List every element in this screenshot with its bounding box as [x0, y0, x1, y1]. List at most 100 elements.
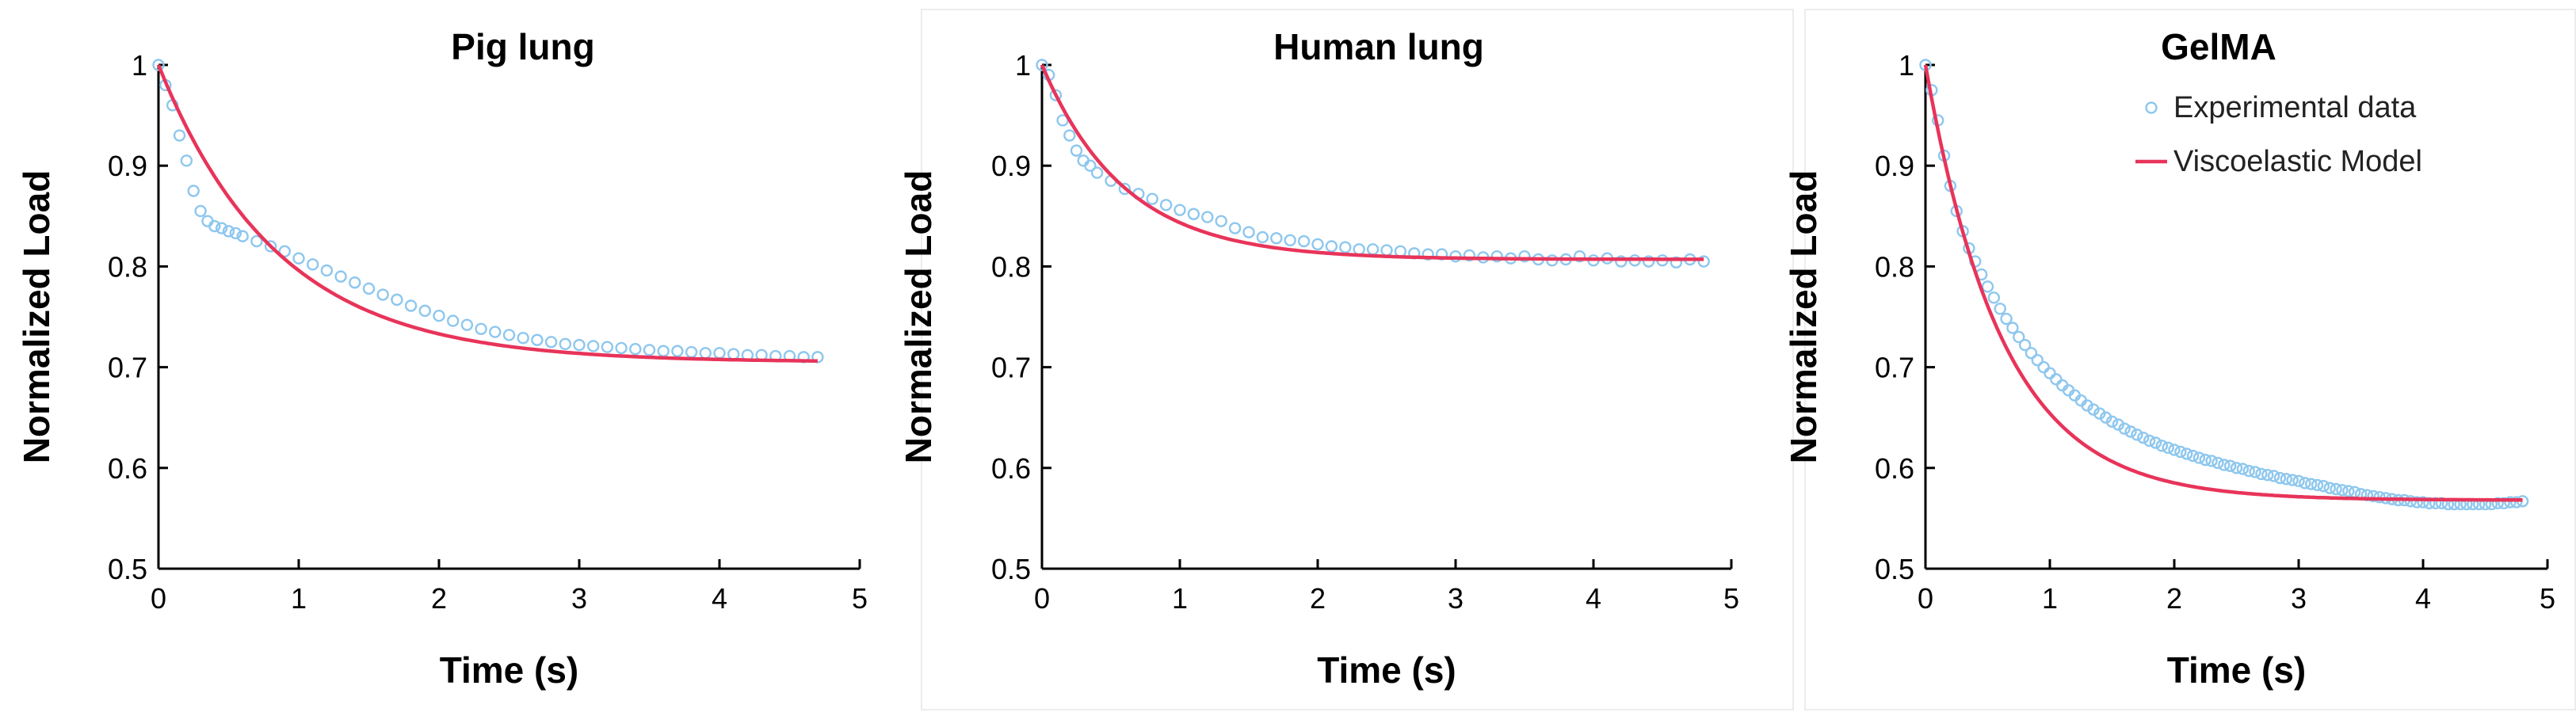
x-tick-label: 1: [2042, 582, 2058, 615]
data-point: [1642, 255, 1655, 268]
y-tick-label: 0.7: [1875, 352, 1914, 384]
data-point: [1994, 303, 2006, 315]
data-point: [2317, 479, 2330, 493]
data-point: [320, 264, 334, 277]
y-tick-label: 0.8: [108, 250, 147, 283]
data-point: [1422, 248, 1434, 261]
y-axis-label: Normalized Load: [16, 170, 57, 464]
x-tick-label: 4: [2415, 582, 2431, 615]
data-point: [2304, 478, 2318, 490]
data-point: [544, 336, 558, 348]
data-point: [307, 258, 319, 271]
data-point: [1201, 211, 1214, 223]
chart-title: Pig lung: [451, 26, 594, 67]
data-point: [208, 219, 221, 233]
data-point: [2105, 415, 2119, 428]
data-point: [2087, 403, 2100, 416]
data-point: [601, 341, 614, 353]
data-point: [187, 185, 200, 197]
data-point: [2131, 428, 2143, 441]
data-point: [152, 59, 165, 71]
data-point: [2199, 453, 2212, 467]
data-point: [1036, 59, 1048, 71]
data-point: [173, 129, 186, 142]
data-point: [2286, 474, 2299, 486]
data-point: [2013, 330, 2025, 344]
data-point: [2280, 473, 2293, 486]
data-point: [2044, 367, 2056, 379]
model-curve: [1040, 64, 1704, 261]
x-tick-label: 5: [852, 582, 868, 615]
data-point: [1270, 232, 1283, 245]
data-point: [1174, 204, 1186, 216]
data-point: [2261, 469, 2274, 482]
data-point: [2037, 360, 2050, 374]
x-tick-label: 3: [571, 582, 587, 615]
data-point: [2323, 482, 2336, 494]
y-tick-label: 0.6: [991, 452, 1031, 485]
data-point: [180, 154, 193, 167]
data-point: [587, 340, 600, 352]
data-point: [2230, 462, 2243, 474]
data-point: [1215, 215, 1227, 227]
x-axis-label: Time (s): [440, 649, 579, 691]
data-point: [1256, 230, 1269, 244]
data-point: [2186, 449, 2200, 463]
y-tick-label: 0.9: [1875, 150, 1914, 182]
data-point: [2273, 471, 2287, 485]
data-point: [1297, 234, 1311, 248]
data-point: [1049, 89, 1063, 101]
x-tick-label: 0: [151, 582, 166, 615]
data-point: [362, 282, 376, 295]
data-point: [643, 344, 656, 356]
data-point: [1987, 291, 2001, 304]
data-point: [1187, 208, 1200, 220]
data-point: [2143, 434, 2156, 448]
data-point: [475, 322, 487, 335]
data-point: [1084, 159, 1097, 172]
data-point: [376, 288, 389, 301]
data-point: [2124, 425, 2137, 438]
data-point: [2410, 496, 2423, 508]
data-point: [713, 347, 726, 360]
chart-title: Human lung: [1273, 26, 1484, 67]
y-axis-label: Normalized Load: [1783, 170, 1824, 464]
data-point: [1070, 144, 1083, 157]
y-tick-label: 1: [1899, 49, 1914, 82]
y-tick-label: 1: [132, 49, 147, 82]
data-point: [349, 276, 361, 289]
data-point: [1063, 129, 1076, 142]
data-point: [657, 345, 670, 357]
data-point: [489, 326, 502, 338]
data-point: [2168, 444, 2181, 456]
data-point: [559, 337, 571, 351]
x-tick-label: 3: [2291, 582, 2307, 615]
x-tick-label: 2: [1310, 582, 1326, 615]
data-point: [2018, 338, 2032, 352]
data-point: [1159, 199, 1173, 211]
chart-panel-2: Human lung 0 1 2 3 4 5 0.5 0.6 0.7 0.8 0.9 1 Time (s)…: [898, 26, 1739, 691]
y-tick-label: 0.8: [991, 250, 1031, 283]
x-tick-label: 0: [1918, 582, 1933, 615]
data-point: [447, 314, 460, 327]
x-tick-label: 1: [291, 582, 307, 615]
x-tick-label: 2: [2166, 582, 2182, 615]
data-point: [2367, 489, 2379, 503]
data-point: [671, 345, 684, 357]
data-point: [2404, 495, 2418, 508]
legend-label-model: Viscoelastic Model: [2173, 145, 2422, 178]
data-point: [215, 222, 228, 234]
data-point: [404, 299, 418, 312]
data-point: [727, 348, 740, 360]
data-point: [1242, 226, 1255, 238]
x-axis-label: Time (s): [1317, 649, 1456, 691]
data-point: [2025, 347, 2038, 360]
data-point: [2112, 418, 2125, 431]
data-point: [2155, 440, 2169, 452]
data-point: [1090, 166, 1104, 179]
data-point: [1463, 249, 1476, 262]
data-point: [2212, 456, 2224, 470]
data-point: [629, 343, 642, 356]
data-point: [2255, 467, 2268, 481]
